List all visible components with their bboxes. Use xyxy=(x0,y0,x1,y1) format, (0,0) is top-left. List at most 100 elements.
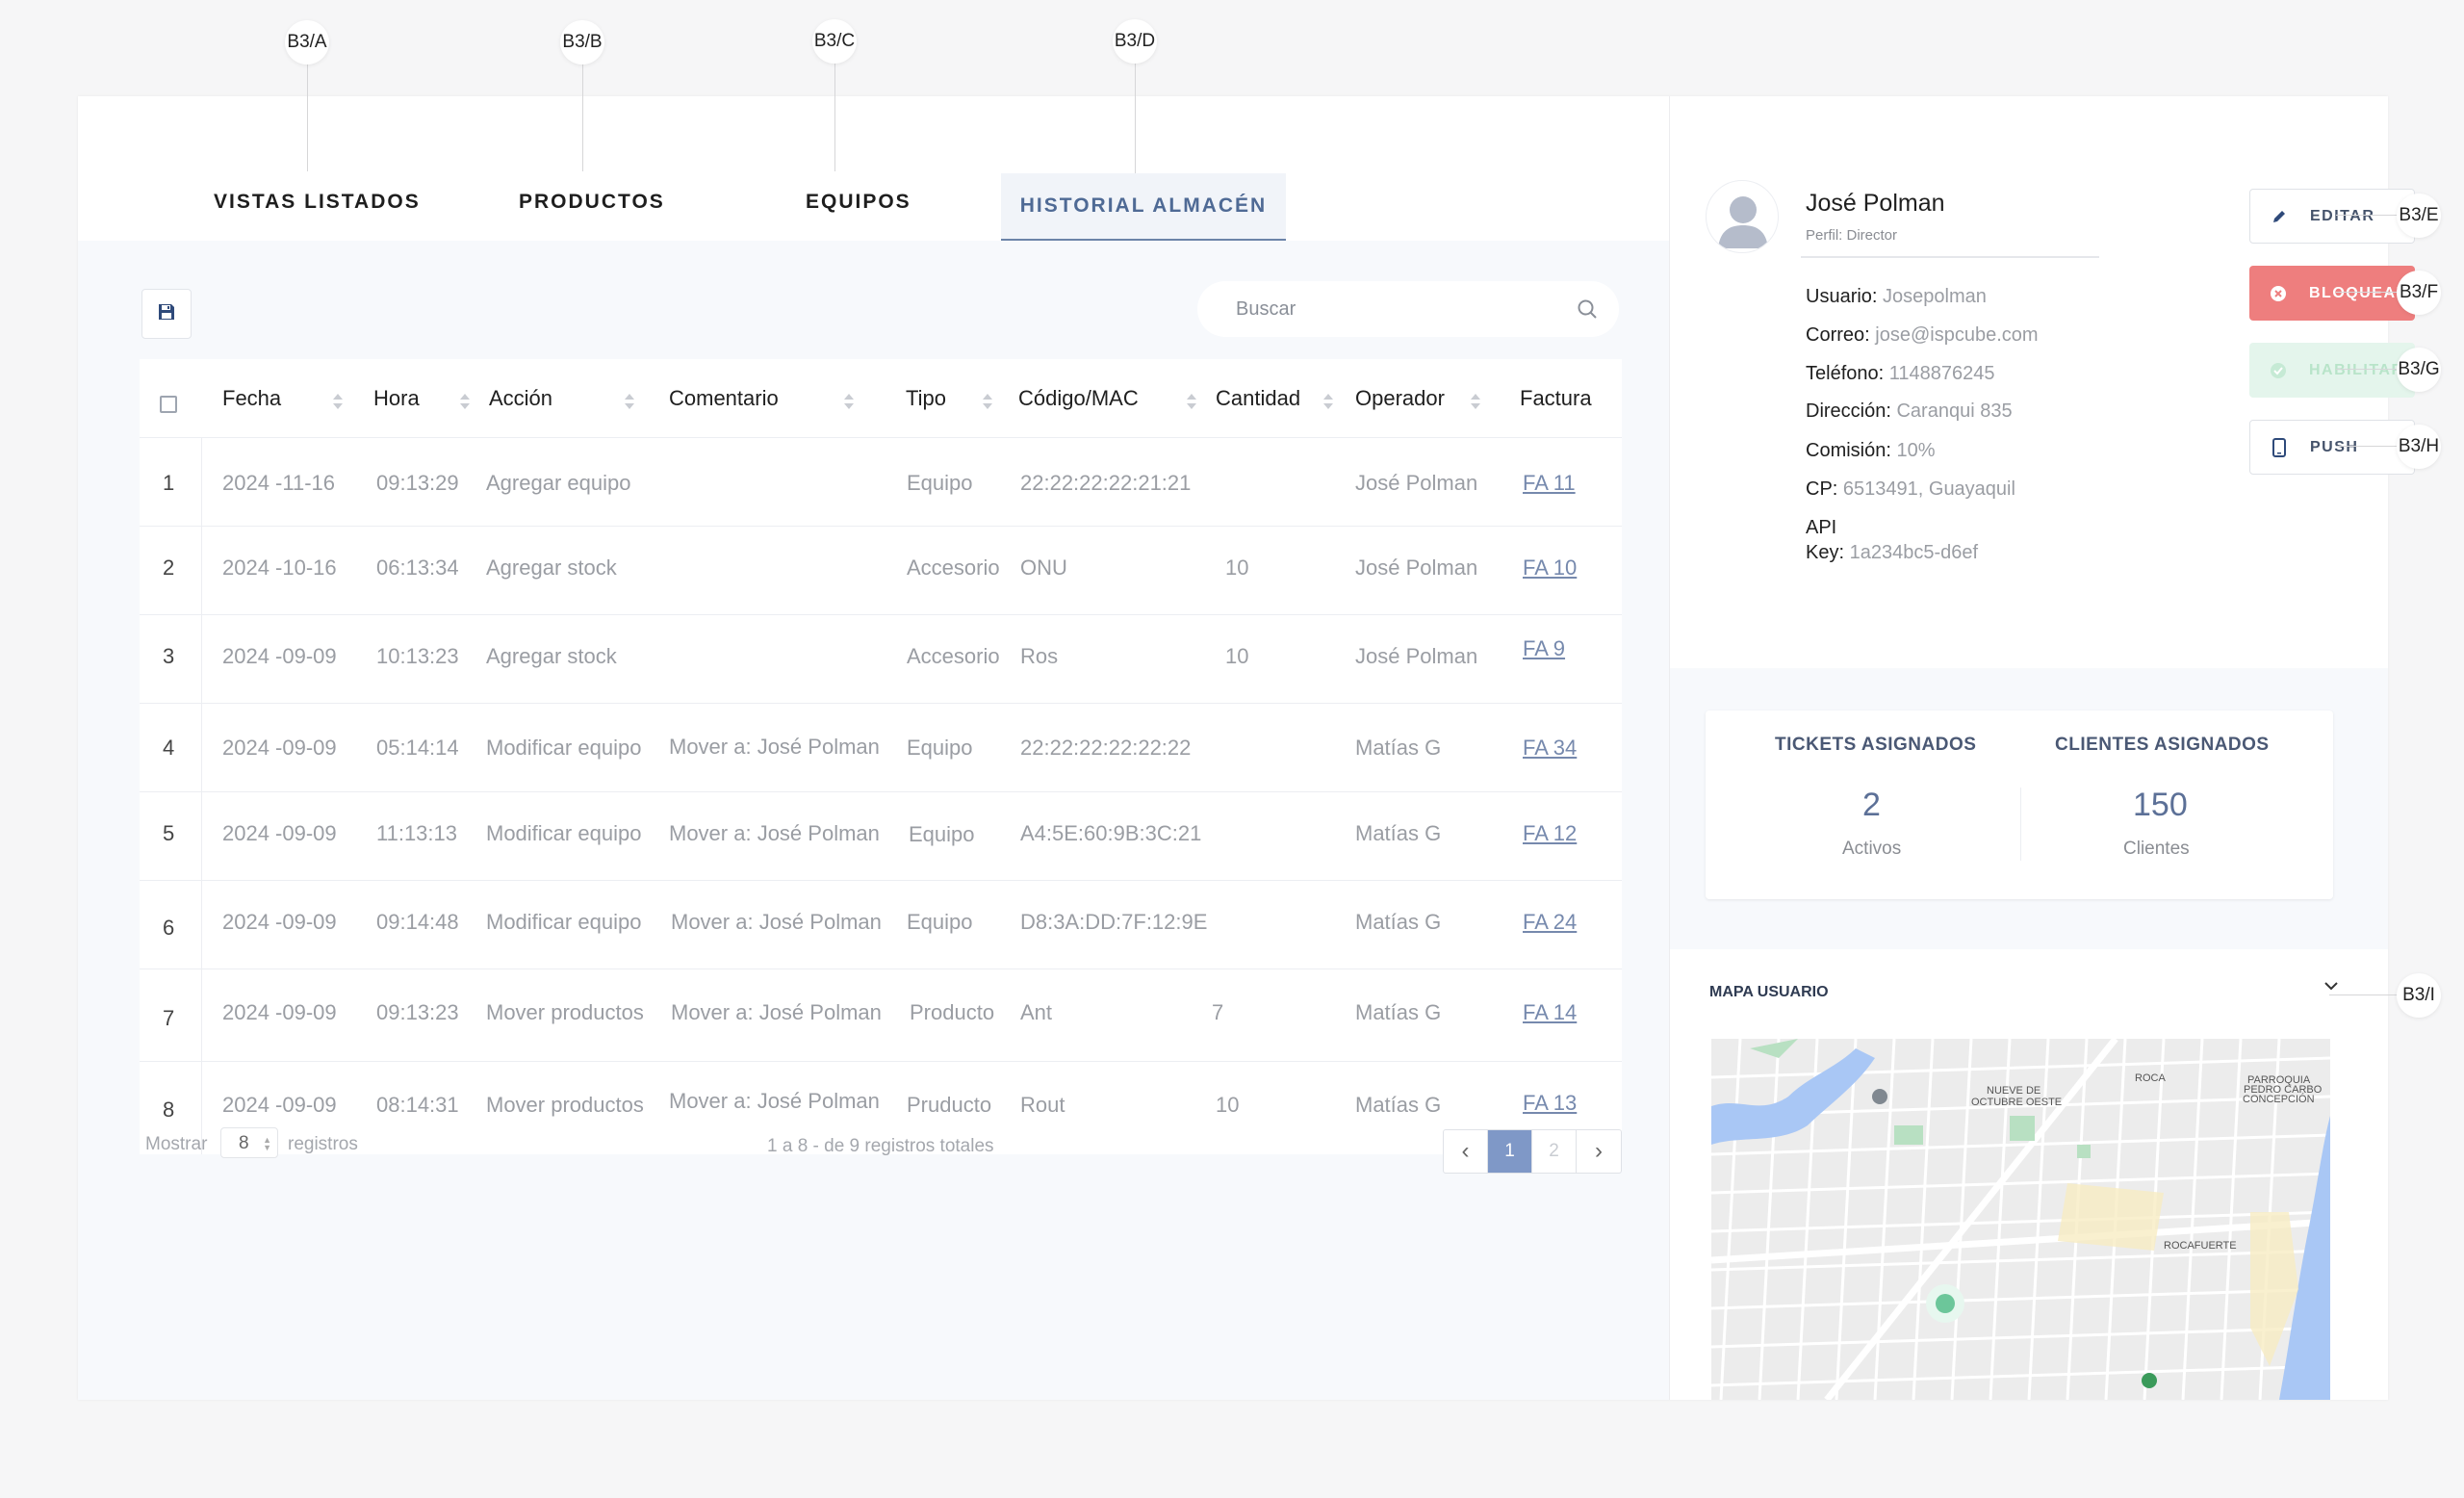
row-index: 7 xyxy=(163,1006,175,1030)
sort-icon[interactable] xyxy=(460,394,470,409)
map-label: ROCAFUERTE xyxy=(2164,1240,2237,1252)
col-cantidad[interactable]: Cantidad xyxy=(1216,386,1301,410)
table-row[interactable]: 2 2024 -10-16 06:13:34 Agregar stock Acc… xyxy=(140,527,1622,615)
sort-icon[interactable] xyxy=(1323,394,1333,409)
invoice-link[interactable]: FA 34 xyxy=(1523,736,1578,760)
table-row[interactable]: 4 2024 -09-09 05:14:14 Modificar equipo … xyxy=(140,704,1622,792)
next-page-button[interactable]: › xyxy=(1595,1138,1603,1164)
tab-productos[interactable]: PRODUCTOS xyxy=(519,191,665,213)
cell-codigo: 22:22:22:22:21:21 xyxy=(1020,471,1192,495)
invoice-link[interactable]: FA 24 xyxy=(1523,910,1578,934)
cell-comentario: Mover a: José Polman xyxy=(669,1089,880,1113)
row-index: 8 xyxy=(163,1098,175,1122)
col-codigo[interactable]: Código/MAC xyxy=(1018,386,1139,410)
sort-icon[interactable] xyxy=(844,394,854,409)
search-input[interactable] xyxy=(1236,281,1563,337)
map-label: OCTUBRE OESTE xyxy=(1971,1097,2062,1108)
save-button[interactable] xyxy=(141,289,192,339)
edit-button[interactable]: EDITAR xyxy=(2249,189,2415,244)
cell-accion: Modificar equipo xyxy=(486,736,642,760)
tab-vistas-listados[interactable]: VISTAS LISTADOS xyxy=(214,191,421,213)
col-factura[interactable]: Factura xyxy=(1520,386,1592,410)
cell-fecha: 2024 -10-16 xyxy=(222,555,337,580)
cell-hora: 09:13:23 xyxy=(376,1000,459,1024)
check-circle-icon xyxy=(2269,362,2288,379)
row-index: 5 xyxy=(163,821,175,845)
invoice-link[interactable]: FA 13 xyxy=(1523,1091,1578,1115)
cell-cantidad: 7 xyxy=(1212,1000,1224,1024)
value: Josepolman xyxy=(1883,286,1987,307)
col-accion[interactable]: Acción xyxy=(489,386,553,410)
main-card: VISTAS LISTADOS PRODUCTOS EQUIPOS HISTOR… xyxy=(78,96,2415,1400)
close-circle-icon xyxy=(2269,285,2288,302)
tab-historial-almacen[interactable]: HISTORIAL ALMACÉN xyxy=(1001,173,1286,241)
enable-button[interactable]: HABILITAR xyxy=(2249,343,2415,398)
clients-assigned-label: CLIENTES ASIGNADOS xyxy=(2055,735,2270,755)
invoice-link[interactable]: FA 10 xyxy=(1523,555,1578,580)
cell-cantidad: 10 xyxy=(1225,555,1249,580)
table-row[interactable]: 7 2024 -09-09 09:13:23 Mover productos M… xyxy=(140,969,1622,1062)
prev-page-button[interactable]: ‹ xyxy=(1444,1130,1488,1173)
col-comentario[interactable]: Comentario xyxy=(669,386,779,410)
col-fecha[interactable]: Fecha xyxy=(222,386,282,410)
label: CP: xyxy=(1806,478,1838,500)
label: Dirección: xyxy=(1806,400,1891,422)
page-size-select[interactable]: 8 ▲ ▼ xyxy=(220,1127,278,1158)
cell-hora: 05:14:14 xyxy=(376,736,459,760)
value: 1148876245 xyxy=(1888,363,1995,384)
invoice-link[interactable]: FA 12 xyxy=(1523,821,1578,845)
cell-cantidad: 10 xyxy=(1216,1093,1240,1117)
table-row[interactable]: 1 2024 -11-16 09:13:29 Agregar equipo Eq… xyxy=(140,438,1622,527)
chevron-down-icon[interactable] xyxy=(2322,976,2341,1000)
show-label: Mostrar xyxy=(145,1134,208,1154)
cell-accion: Agregar stock xyxy=(486,555,617,580)
history-panel: VISTAS LISTADOS PRODUCTOS EQUIPOS HISTOR… xyxy=(78,96,1670,1400)
label: Usuario: xyxy=(1806,286,1878,307)
cell-fecha: 2024 -09-09 xyxy=(222,910,337,934)
cell-tipo: Equipo xyxy=(907,471,973,495)
user-map[interactable]: NUEVE DE OCTUBRE OESTE ROCA PARROQUIA PE… xyxy=(1711,1039,2330,1400)
cell-tipo: Accesorio xyxy=(907,644,1000,668)
push-button[interactable]: PUSH xyxy=(2249,420,2415,475)
page-2-button[interactable]: 2 xyxy=(1532,1130,1577,1173)
table-row[interactable]: 6 2024 -09-09 09:14:48 Modificar equipo … xyxy=(140,881,1622,969)
annotation-b3b: B3/B xyxy=(560,20,604,65)
col-hora[interactable]: Hora xyxy=(373,386,420,410)
invoice-link[interactable]: FA 11 xyxy=(1523,471,1576,495)
page-1-button[interactable]: 1 xyxy=(1488,1130,1532,1173)
block-button[interactable]: BLOQUEAR xyxy=(2249,266,2415,321)
cell-hora: 10:13:23 xyxy=(376,644,459,668)
table-row[interactable]: 3 2024 -09-09 10:13:23 Agregar stock Acc… xyxy=(140,615,1622,704)
cell-codigo: Ant xyxy=(1020,1000,1053,1024)
annotation-b3a: B3/A xyxy=(285,20,329,65)
sort-icon[interactable] xyxy=(625,394,634,409)
search-icon[interactable] xyxy=(1577,298,1598,324)
sort-icon[interactable] xyxy=(1187,394,1196,409)
annotation-b3d: B3/D xyxy=(1113,19,1157,64)
value: 1a234bc5-d6ef xyxy=(1849,542,1979,563)
stepper-icon: ▲ ▼ xyxy=(263,1135,271,1152)
annotation-b3e: B3/E xyxy=(2397,194,2441,238)
enable-label: HABILITAR xyxy=(2309,361,2404,378)
records-label: registros xyxy=(288,1134,358,1154)
invoice-link[interactable]: FA 14 xyxy=(1523,1000,1578,1024)
save-icon xyxy=(157,302,176,326)
sort-icon[interactable] xyxy=(983,394,992,409)
select-all-checkbox[interactable] xyxy=(160,396,177,413)
index-column-divider xyxy=(201,438,202,1154)
cell-codigo: D8:3A:DD:7F:12:9E xyxy=(1020,910,1208,934)
sort-icon[interactable] xyxy=(1471,394,1480,409)
tab-equipos[interactable]: EQUIPOS xyxy=(806,191,911,213)
info-api-label: API xyxy=(1806,517,1837,538)
col-tipo[interactable]: Tipo xyxy=(906,386,946,410)
table-row[interactable]: 8 2024 -09-09 08:14:31 Mover productos M… xyxy=(140,1062,1622,1154)
sort-icon[interactable] xyxy=(333,394,343,409)
cell-comentario: Mover a: José Polman xyxy=(671,910,882,934)
col-operador[interactable]: Operador xyxy=(1355,386,1445,410)
user-name: José Polman xyxy=(1806,190,1945,217)
invoice-link[interactable]: FA 9 xyxy=(1523,636,1566,660)
annotation-b3g: B3/G xyxy=(2397,348,2441,392)
user-location-pin-icon xyxy=(1926,1284,1964,1323)
info-direccion: Dirección: Caranqui 835 xyxy=(1806,400,2013,423)
table-row[interactable]: 5 2024 -09-09 11:13:13 Modificar equipo … xyxy=(140,792,1622,881)
